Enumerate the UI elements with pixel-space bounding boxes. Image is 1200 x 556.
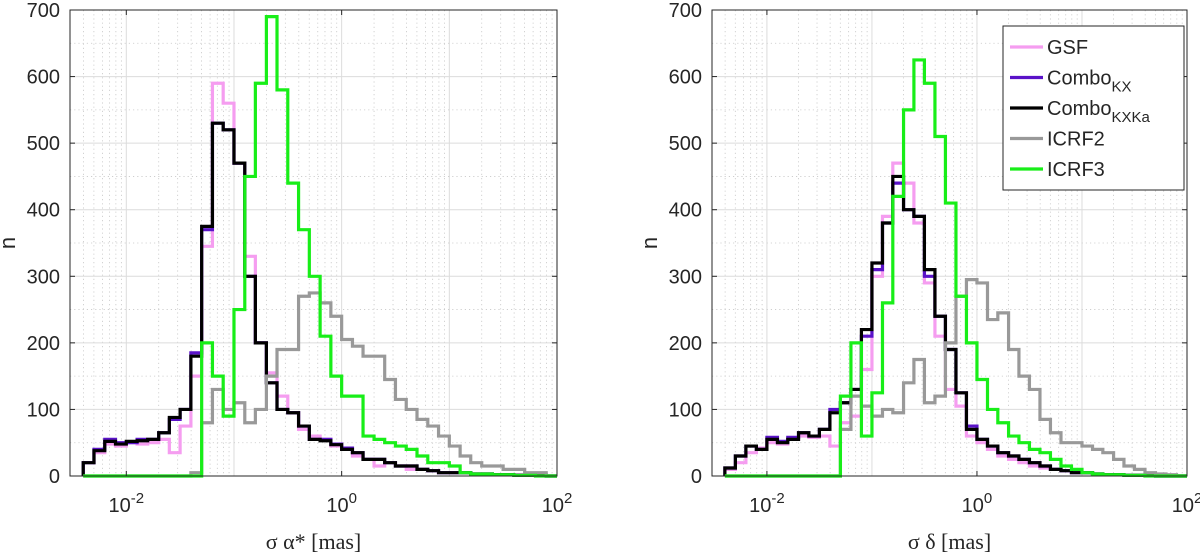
legend-label: ComboKXKa	[1047, 98, 1150, 126]
y-axis-label: n	[637, 237, 662, 249]
y-tick-label: 700	[27, 0, 60, 22]
x-tick-label: 10-2	[109, 490, 145, 517]
y-tick-label: 600	[27, 67, 60, 89]
y-tick-label: 200	[27, 333, 60, 355]
y-tick-label: 0	[49, 466, 60, 488]
legend-label: ICRF2	[1047, 129, 1105, 151]
legend-label: GSF	[1047, 37, 1088, 59]
series-icrf2-line	[724, 278, 1187, 478]
panel-right-sigma-delta: 0 100 200 300 400 500 600 700 10-2 100 102 σ δ [mas…	[637, 0, 1200, 554]
grid	[70, 10, 557, 476]
y-tick-label: 500	[27, 133, 60, 155]
x-tick-label: 100	[326, 490, 357, 517]
series-icrf3-line	[83, 15, 557, 478]
axes-frame	[711, 9, 1188, 477]
y-tick-label: 700	[669, 0, 702, 22]
y-tick-label: 600	[669, 67, 702, 89]
x-tick-label: 10-2	[749, 490, 785, 517]
legend-label: ComboKX	[1047, 68, 1132, 96]
x-tick-label: 100	[962, 490, 993, 517]
plot-area	[70, 10, 557, 476]
y-axis-label: n	[0, 237, 20, 249]
y-tick-label: 100	[669, 399, 702, 421]
y-tick-label: 400	[27, 200, 60, 222]
x-tick-label: 102	[1172, 490, 1200, 517]
y-tick-label: 500	[669, 133, 702, 155]
y-tick-label: 300	[27, 266, 60, 288]
x-tick-label: 102	[542, 490, 573, 517]
x-axis-label: σ δ [mas]	[908, 529, 991, 554]
panel-left-sigma-alpha: 0 100 200 300 400 500 600 700 10-2 100 102 σ α* [ma…	[0, 0, 572, 554]
axes-frame	[69, 9, 558, 477]
series-combo-kxka-line	[81, 121, 557, 478]
y-tick-label: 0	[691, 466, 702, 488]
y-tick-label: 400	[669, 200, 702, 222]
y-tick-label: 100	[27, 399, 60, 421]
y-tick-label: 200	[669, 333, 702, 355]
series-icrf3-line	[724, 58, 1187, 478]
y-tick-label: 300	[669, 266, 702, 288]
legend-label: ICRF3	[1047, 159, 1105, 181]
x-axis-label: σ α* [mas]	[266, 529, 361, 554]
